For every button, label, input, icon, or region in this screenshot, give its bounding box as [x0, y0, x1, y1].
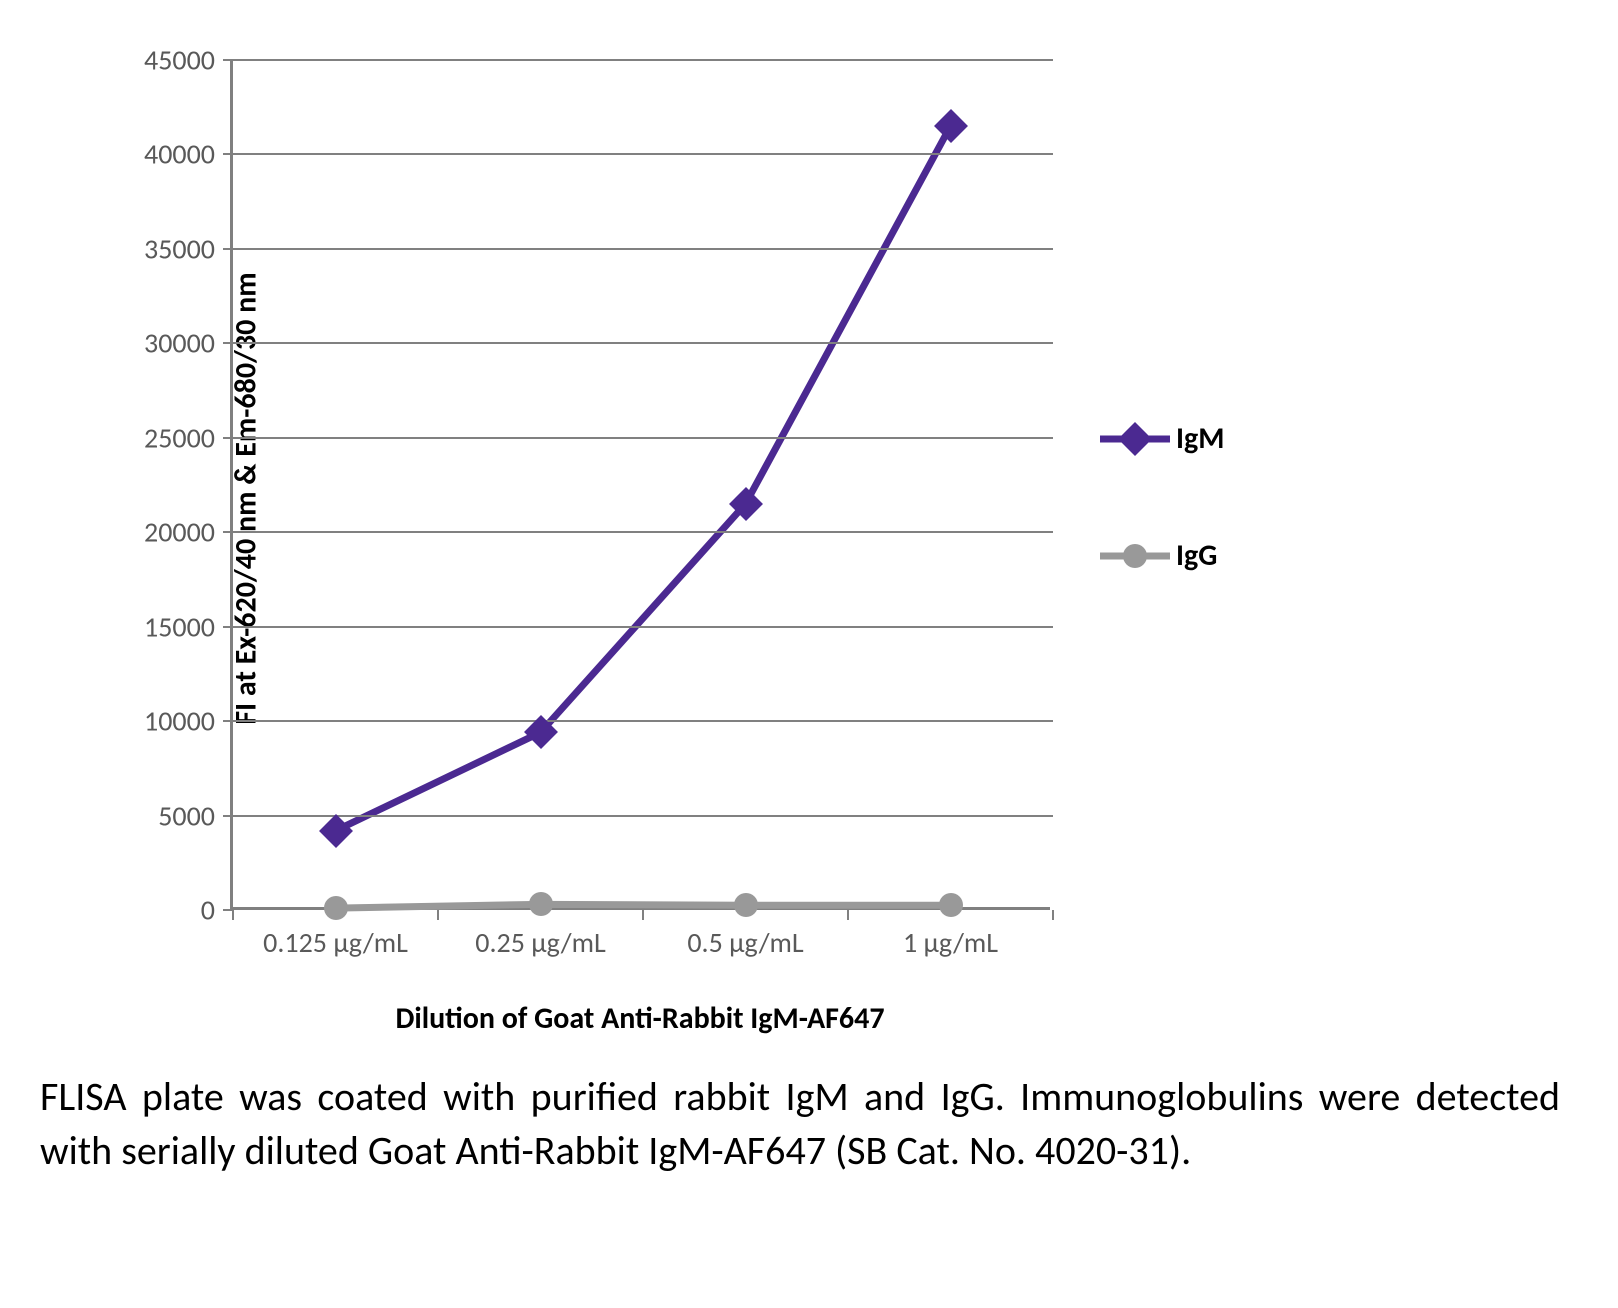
series-line-igg [336, 904, 951, 908]
y-tick-label: 15000 [95, 609, 215, 644]
series-marker-igg [734, 893, 758, 917]
x-tick-mark [642, 910, 644, 920]
gridline [233, 815, 1053, 817]
y-tick-label: 45000 [95, 43, 215, 78]
diamond-icon [1118, 422, 1152, 456]
x-tick-label: 0.125 µg/mL [263, 925, 408, 960]
chart-wrapper: FI at Ex-620/40 nm & Em-680/30 nm 050001… [40, 40, 1578, 1040]
y-tick-mark [223, 342, 233, 344]
gridline [233, 626, 1053, 628]
gridline [233, 720, 1053, 722]
figure-caption: FLISA plate was coated with purified rab… [40, 1070, 1560, 1178]
y-tick-mark [223, 531, 233, 533]
gridline [233, 248, 1053, 250]
y-tick-label: 35000 [95, 231, 215, 266]
x-tick-label: 0.5 µg/mL [687, 925, 803, 960]
gridline [233, 342, 1053, 344]
legend-item-igg: IgG [1100, 537, 1300, 574]
legend-label: IgG [1176, 537, 1217, 574]
x-tick-label: 0.25 µg/mL [475, 925, 606, 960]
y-tick-label: 25000 [95, 420, 215, 455]
x-tick-label: 1 µg/mL [903, 925, 998, 960]
series-marker-igg [324, 896, 348, 920]
gridline [233, 59, 1053, 61]
y-tick-label: 5000 [95, 798, 215, 833]
legend: IgM IgG [1100, 420, 1300, 654]
series-line-igm [336, 126, 951, 831]
y-tick-mark [223, 59, 233, 61]
y-tick-label: 20000 [95, 515, 215, 550]
legend-swatch [1100, 544, 1170, 568]
series-marker-igg [939, 893, 963, 917]
y-tick-mark [223, 437, 233, 439]
gridline [233, 531, 1053, 533]
legend-label: IgM [1176, 420, 1224, 457]
series-marker-igg [529, 892, 553, 916]
legend-swatch [1100, 427, 1170, 451]
gridline [233, 437, 1053, 439]
x-tick-mark [847, 910, 849, 920]
y-tick-mark [223, 720, 233, 722]
y-tick-label: 30000 [95, 326, 215, 361]
y-tick-mark [223, 626, 233, 628]
legend-item-igm: IgM [1100, 420, 1300, 457]
y-tick-label: 10000 [95, 704, 215, 739]
x-tick-mark [437, 910, 439, 920]
y-tick-label: 0 [95, 893, 215, 928]
circle-icon [1123, 544, 1147, 568]
x-tick-mark [1052, 910, 1054, 920]
gridline [233, 153, 1053, 155]
x-tick-mark [232, 910, 234, 920]
y-tick-mark [223, 153, 233, 155]
plot-inner: 0500010000150002000025000300003500040000… [230, 60, 1050, 910]
chart-lines-svg [233, 60, 1053, 910]
y-tick-label: 40000 [95, 137, 215, 172]
x-axis-title: Dilution of Goat Anti-Rabbit IgM-AF647 [230, 1000, 1050, 1037]
y-tick-mark [223, 248, 233, 250]
y-tick-mark [223, 815, 233, 817]
